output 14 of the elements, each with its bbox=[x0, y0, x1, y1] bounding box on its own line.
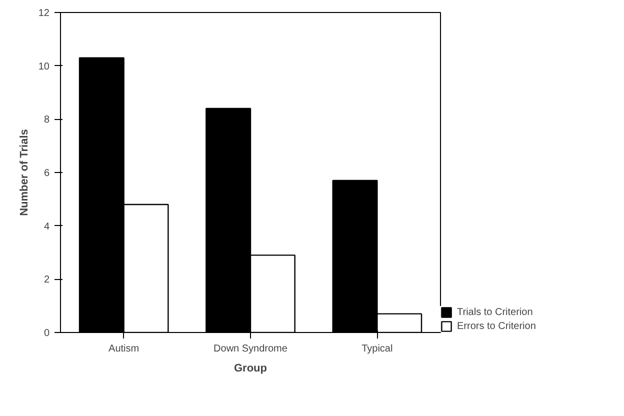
legend-label: Trials to Criterion bbox=[457, 306, 533, 318]
y-tick-label: 12 bbox=[38, 8, 50, 19]
x-tick-label: Typical bbox=[362, 344, 393, 354]
legend-label: Errors to Criterion bbox=[457, 320, 536, 332]
x-tick-label: Down Syndrome bbox=[214, 344, 288, 354]
y-tick-label: 0 bbox=[44, 328, 50, 339]
y-axis-title: Number of Trials bbox=[18, 129, 30, 216]
y-tick-label: 6 bbox=[44, 168, 50, 179]
y-tick-label: 4 bbox=[44, 221, 50, 232]
y-tick-label: 10 bbox=[38, 61, 50, 72]
y-tick-label: 2 bbox=[44, 274, 50, 286]
x-tick-label: Autism bbox=[108, 344, 140, 354]
x-axis-title: Group bbox=[234, 362, 268, 374]
y-tick-label: 8 bbox=[44, 114, 50, 126]
